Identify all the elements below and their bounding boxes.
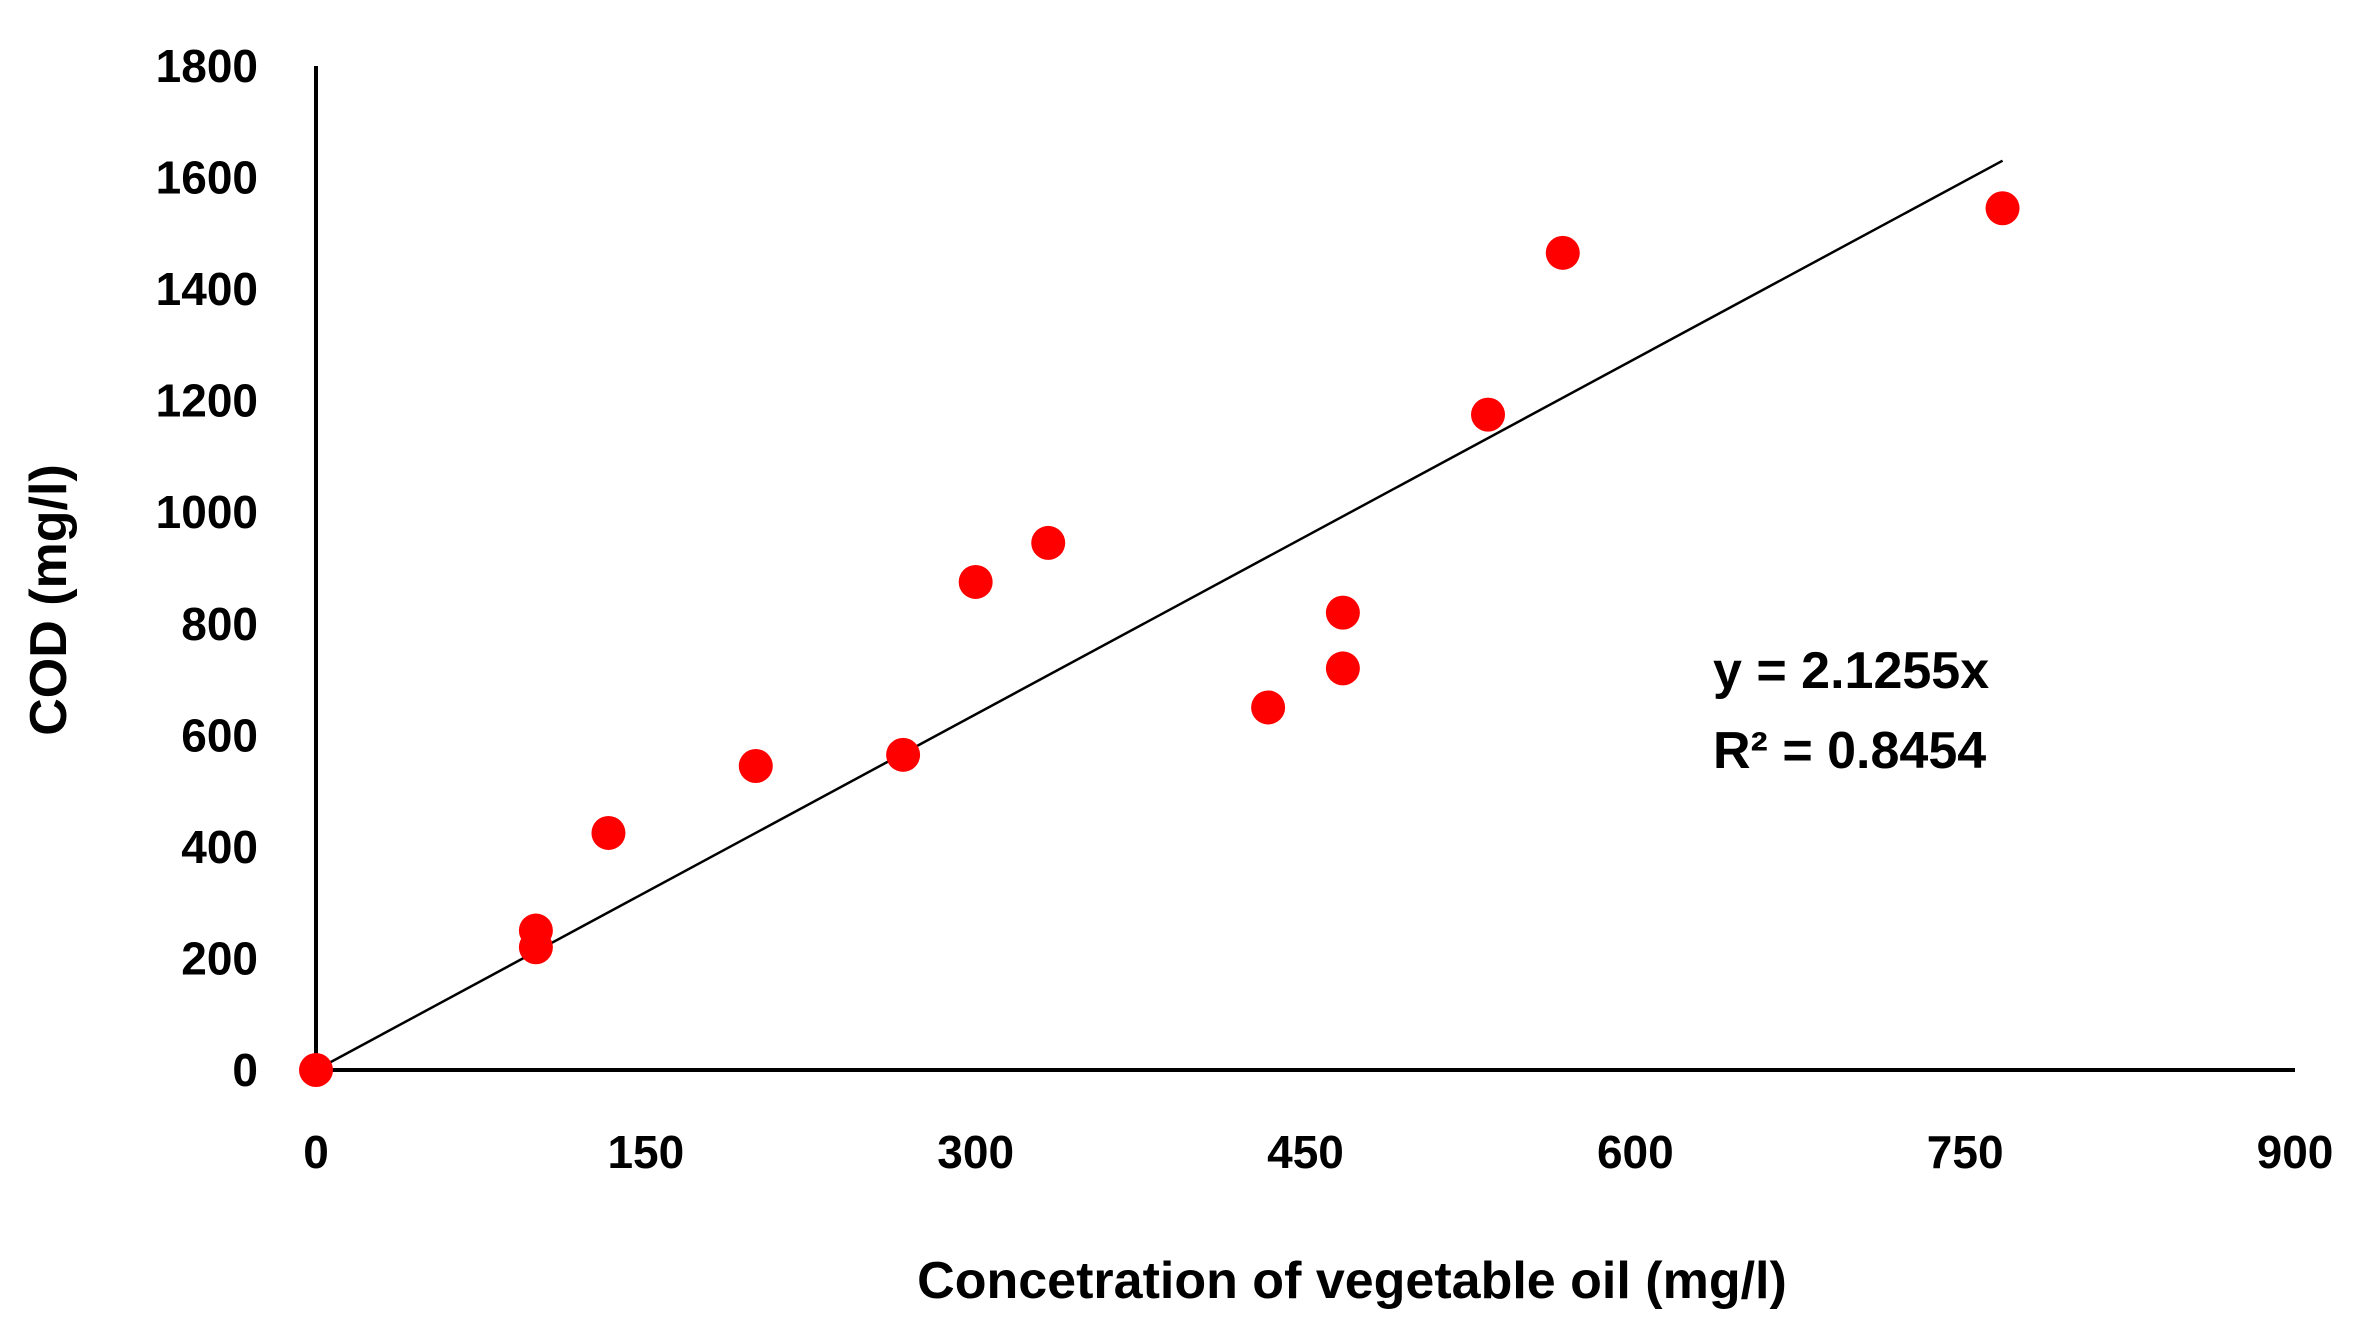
data-point: [591, 815, 626, 850]
data-point: [1325, 651, 1360, 686]
data-point: [1325, 595, 1360, 630]
y-tick-label: 1400: [156, 263, 258, 315]
data-point: [1031, 525, 1066, 560]
trendline-group: [315, 159, 2004, 1072]
data-point: [1471, 397, 1506, 432]
data-point: [1545, 235, 1580, 270]
x-tick-label: 300: [937, 1126, 1014, 1178]
x-tick-label: 600: [1597, 1126, 1674, 1178]
data-point: [518, 913, 553, 948]
y-tick-label: 1200: [156, 375, 258, 427]
x-tick-label: 0: [303, 1126, 329, 1178]
x-tick-label: 450: [1267, 1126, 1344, 1178]
data-point: [1985, 191, 2020, 226]
trendline: [315, 159, 2004, 1072]
data-point: [1251, 690, 1286, 725]
y-tick-label: 1000: [156, 486, 258, 538]
data-point: [738, 749, 773, 784]
y-axis-title: COD (mg/l): [20, 464, 78, 736]
x-axis-title: Concetration of vegetable oil (mg/l): [917, 1252, 1787, 1310]
x-tick-label: 150: [607, 1126, 684, 1178]
axes: [314, 66, 2295, 1072]
data-point: [886, 737, 921, 772]
y-tick-label: 200: [181, 932, 258, 984]
r-squared-label: R² = 0.8454: [1713, 722, 1986, 780]
x-tick-label: 750: [1927, 1126, 2004, 1178]
y-tick-label: 600: [181, 709, 258, 761]
y-tick-label: 400: [181, 821, 258, 873]
y-tick-label: 1600: [156, 152, 258, 204]
y-tick-label: 800: [181, 598, 258, 650]
y-tick-labels: 0 200 400 600 800 1000 1200 1400 1600 1800: [156, 40, 258, 1096]
y-tick-label: 0: [232, 1044, 258, 1096]
trendline-equation: y = 2.1255x: [1713, 642, 1989, 700]
x-tick-label: 900: [2257, 1126, 2334, 1178]
data-point: [299, 1053, 333, 1087]
y-tick-label: 1800: [156, 40, 258, 92]
data-points: [299, 191, 2020, 1087]
data-point: [958, 564, 993, 599]
x-tick-labels: 0 150 300 450 600 750 900: [303, 1126, 2333, 1178]
